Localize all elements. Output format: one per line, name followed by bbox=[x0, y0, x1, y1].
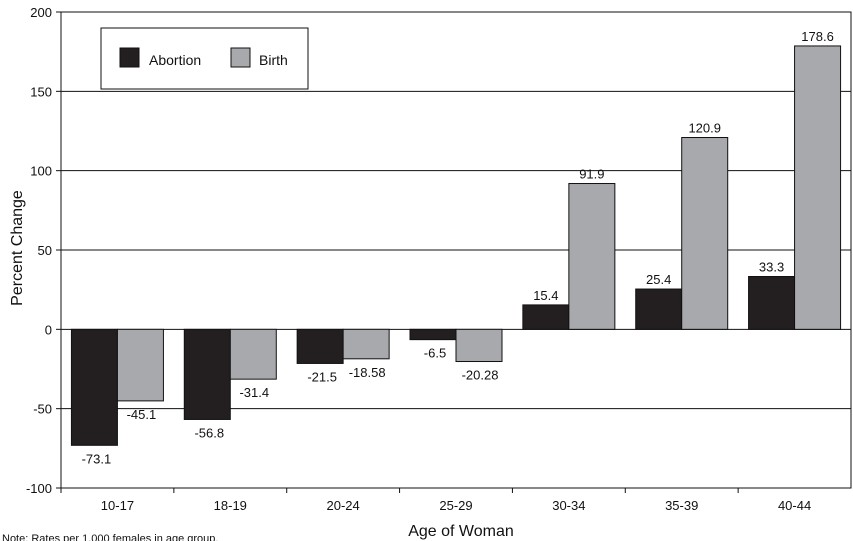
x-tick-label: 40-44 bbox=[778, 498, 811, 513]
data-label: -31.4 bbox=[239, 385, 269, 400]
bar-birth-18-19 bbox=[229, 328, 277, 380]
legend-label-birth: Birth bbox=[259, 52, 288, 68]
y-tick-label: 200 bbox=[30, 5, 52, 20]
bar-birth-40-44 bbox=[794, 45, 842, 330]
data-label: -73.1 bbox=[82, 451, 112, 466]
data-label: 120.9 bbox=[688, 121, 721, 136]
footnote: Note: Rates per 1,000 females in age gro… bbox=[2, 533, 218, 541]
data-label: 33.3 bbox=[759, 259, 784, 274]
bar-abortion-10-17 bbox=[70, 328, 118, 446]
bar-birth-20-24 bbox=[342, 328, 390, 360]
y-tick-label: 50 bbox=[38, 243, 52, 258]
bar-birth-35-39 bbox=[681, 137, 729, 330]
bar-birth-25-29 bbox=[455, 328, 503, 363]
data-label: -20.28 bbox=[462, 368, 499, 383]
bars bbox=[70, 45, 842, 446]
data-labels: -73.1 -45.1 -56.8 -31.4 -21.5 -18.58 -6.5 -20.2… bbox=[82, 29, 834, 466]
y-tick-label: -50 bbox=[33, 402, 52, 417]
data-label: -45.1 bbox=[127, 407, 157, 422]
y-tick-label: 100 bbox=[30, 164, 52, 179]
y-tick-label: -100 bbox=[26, 481, 52, 496]
x-tick-label: 18-19 bbox=[214, 498, 247, 513]
x-tick-label: 35-39 bbox=[665, 498, 698, 513]
legend: Abortion Birth bbox=[100, 27, 309, 90]
x-axis-title: Age of Woman bbox=[408, 523, 514, 540]
data-label: 25.4 bbox=[646, 272, 671, 287]
bar-abortion-20-24 bbox=[296, 328, 344, 364]
bar-abortion-30-34 bbox=[522, 304, 570, 330]
x-axis-ticks: 10-17 18-19 20-24 25-29 30-34 35-39 40-44 bbox=[60, 488, 811, 513]
y-axis-title: Percent Change bbox=[9, 190, 26, 306]
data-label: 15.4 bbox=[533, 288, 558, 303]
data-label: 91.9 bbox=[579, 167, 604, 182]
bar-abortion-40-44 bbox=[748, 275, 796, 330]
bar-abortion-25-29 bbox=[409, 328, 457, 341]
legend-swatch-birth bbox=[230, 47, 251, 68]
legend-label-abortion: Abortion bbox=[149, 52, 201, 68]
x-tick-label: 30-34 bbox=[552, 498, 585, 513]
data-label: -21.5 bbox=[307, 369, 337, 384]
x-tick-label: 10-17 bbox=[101, 498, 134, 513]
data-label: 178.6 bbox=[801, 29, 834, 44]
y-axis-ticks: 200 150 100 50 0 -50 -100 bbox=[26, 5, 61, 496]
x-tick-label: 20-24 bbox=[327, 498, 360, 513]
y-tick-label: 0 bbox=[45, 322, 52, 337]
bar-birth-10-17 bbox=[116, 328, 164, 402]
data-label: -6.5 bbox=[424, 346, 446, 361]
bar-abortion-35-39 bbox=[635, 288, 683, 330]
legend-swatch-abortion bbox=[119, 47, 140, 68]
bar-birth-30-34 bbox=[568, 183, 616, 330]
data-label: -18.58 bbox=[349, 365, 386, 380]
data-label: -56.8 bbox=[194, 425, 224, 440]
y-tick-label: 150 bbox=[30, 84, 52, 99]
bar-abortion-18-19 bbox=[183, 328, 231, 420]
x-tick-label: 25-29 bbox=[439, 498, 472, 513]
